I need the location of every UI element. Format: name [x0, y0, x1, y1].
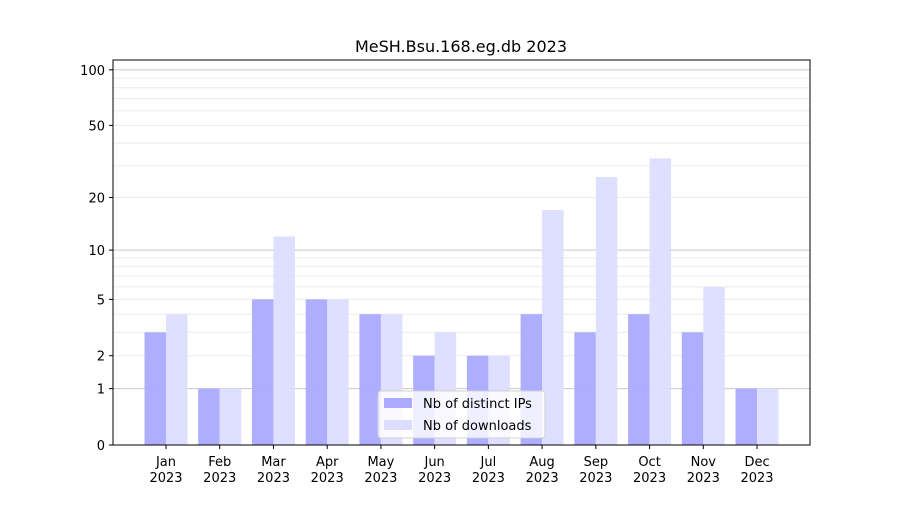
y-tick-label: 2 — [97, 350, 105, 365]
x-tick-label: Dec — [744, 455, 769, 470]
y-tick-label: 20 — [88, 192, 105, 207]
x-tick-label: Jan — [155, 455, 176, 470]
x-tick-label: Feb — [208, 455, 231, 470]
x-tick-label: Jul — [480, 455, 497, 470]
bar-downloads — [649, 158, 672, 445]
x-tick-label: 2023 — [472, 471, 505, 486]
bar-downloads — [273, 236, 295, 445]
legend-label: Nb of downloads — [423, 419, 532, 434]
x-tick-label: 2023 — [364, 471, 397, 486]
bar-distinct-ips — [681, 332, 704, 445]
bar-distinct-ips — [628, 314, 650, 445]
x-tick-label: 2023 — [633, 471, 666, 486]
y-tick-label: 0 — [97, 439, 105, 454]
bar-distinct-ips — [574, 332, 596, 445]
legend-swatch — [384, 398, 412, 408]
x-tick-label: 2023 — [418, 471, 451, 486]
bar-downloads — [327, 299, 349, 445]
bar-downloads — [703, 286, 725, 445]
x-tick-label: 2023 — [311, 471, 344, 486]
x-tick-label: Sep — [584, 455, 609, 470]
bar-distinct-ips — [251, 299, 274, 445]
bar-downloads — [595, 177, 618, 445]
bar-distinct-ips — [144, 332, 166, 445]
x-tick-label: Nov — [691, 455, 717, 470]
bar-distinct-ips — [359, 314, 381, 445]
y-tick-label: 10 — [88, 244, 105, 259]
x-tick-label: May — [367, 455, 394, 470]
bar-distinct-ips — [735, 388, 758, 445]
bar-downloads — [166, 314, 188, 445]
chart-title: MeSH.Bsu.168.eg.db 2023 — [355, 37, 567, 56]
x-tick-label: 2023 — [740, 471, 773, 486]
x-tick-label: 2023 — [526, 471, 559, 486]
bar-downloads — [757, 388, 779, 445]
bar-distinct-ips — [305, 299, 328, 445]
y-tick-label: 50 — [88, 119, 105, 134]
legend: Nb of distinct IPs Nb of downloads — [377, 390, 546, 439]
y-tick-label: 100 — [80, 64, 105, 79]
bar-distinct-ips — [198, 388, 220, 445]
x-tick-label: 2023 — [203, 471, 236, 486]
x-tick-label: Oct — [638, 455, 660, 470]
x-tick-label: 2023 — [257, 471, 290, 486]
bar-downloads — [219, 388, 242, 445]
x-tick-label: 2023 — [579, 471, 612, 486]
plot-frame — [112, 59, 811, 446]
x-tick-label: Mar — [261, 455, 286, 470]
x-tick-label: 2023 — [149, 471, 182, 486]
legend-box — [377, 390, 546, 439]
legend-label: Nb of distinct IPs — [423, 397, 532, 412]
y-tick-label: 1 — [97, 383, 105, 398]
y-tick-label: 5 — [97, 293, 105, 308]
x-tick-label: Jun — [423, 455, 444, 470]
legend-swatch — [384, 420, 412, 430]
bar-downloads — [542, 210, 564, 445]
x-tick-label: Aug — [529, 455, 554, 470]
x-tick-label: 2023 — [687, 471, 720, 486]
x-tick-label: Apr — [316, 455, 339, 470]
